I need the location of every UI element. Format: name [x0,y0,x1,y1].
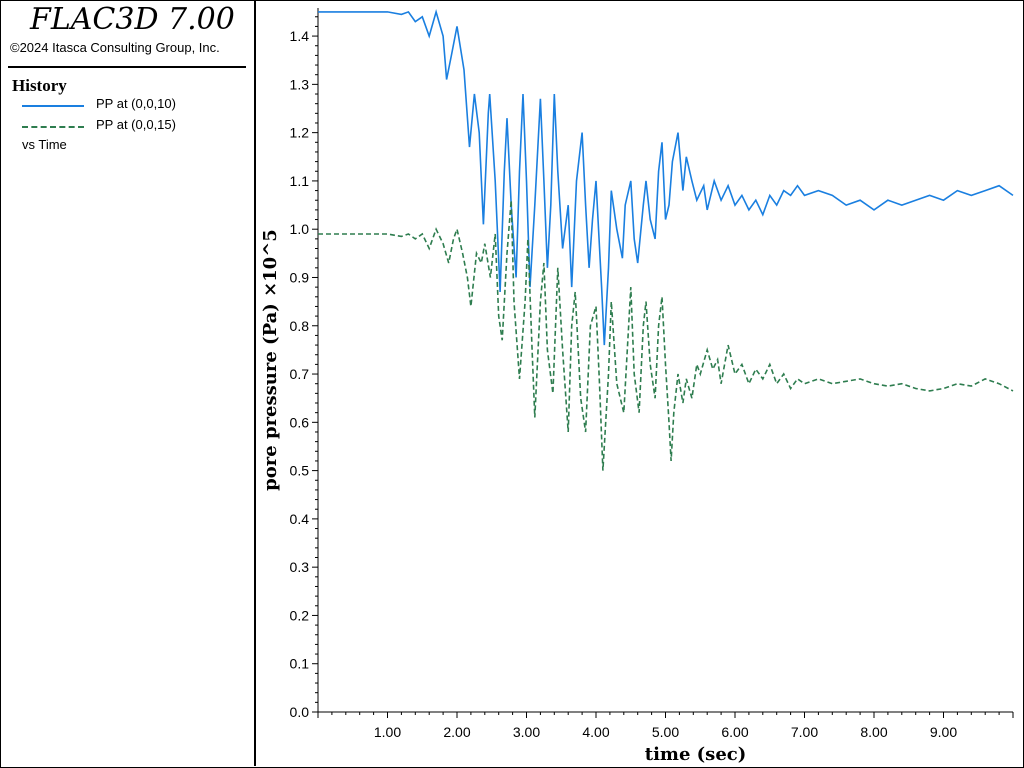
tick-labels: 0.0 0.1 0.2 0.3 0.4 0.5 0.6 0.7 0.8 0.9 1.0 1.1 1.2 1… [290,28,958,740]
y-tick-label: 1.0 [290,221,310,237]
y-tick-label: 0.3 [290,559,310,575]
y-tick-label: 1.4 [290,28,310,44]
x-tick-label: 9.00 [930,724,957,740]
y-tick-label: 1.3 [290,76,310,92]
legend-panel: FLAC3D 7.00 ©2024 Itasca Consulting Grou… [0,0,256,766]
y-tick-label: 0.9 [290,269,310,285]
x-tick-label: 2.00 [443,724,470,740]
y-tick-label: 1.2 [290,125,310,141]
x-tick-label: 7.00 [791,724,818,740]
axes [312,8,1014,718]
legend-swatch-solid [22,105,84,107]
y-axis-title: pore pressure (Pa) ×10^5 [260,229,281,491]
legend-label: PP at (0,0,15) [96,117,176,132]
legend-heading: History [12,76,67,95]
x-tick-label: 8.00 [860,724,887,740]
legend-label: PP at (0,0,10) [96,96,176,111]
x-axis-title: time (sec) [645,744,747,765]
y-tick-label: 1.1 [290,173,310,189]
chart-area: 0.0 0.1 0.2 0.3 0.4 0.5 0.6 0.7 0.8 0.9 1.0 1.1 1.2 1… [260,8,1014,765]
legend-divider [8,66,246,68]
x-tick-label: 5.00 [652,724,679,740]
x-tick-label: 4.00 [582,724,609,740]
series-lines [318,9,1014,471]
series-line-pp-15 [318,200,1014,471]
y-tick-label: 0.2 [290,607,310,623]
legend-vs-label: vs Time [22,137,67,152]
y-tick-label: 0.1 [290,656,310,672]
y-tick-label: 0.6 [290,414,310,430]
y-tick-label: 0.8 [290,318,310,334]
y-tick-label: 0.7 [290,366,310,382]
app-title: FLAC3D 7.00 [30,2,235,37]
x-tick-label: 6.00 [721,724,748,740]
series-line-pp-10 [318,9,1014,346]
y-tick-label: 0.5 [290,463,310,479]
copyright-text: ©2024 Itasca Consulting Group, Inc. [10,40,220,55]
legend-swatch-dashed [22,126,84,128]
x-tick-label: 3.00 [513,724,540,740]
y-tick-label: 0.0 [290,704,310,720]
y-tick-label: 0.4 [290,511,310,527]
x-tick-label: 1.00 [374,724,401,740]
